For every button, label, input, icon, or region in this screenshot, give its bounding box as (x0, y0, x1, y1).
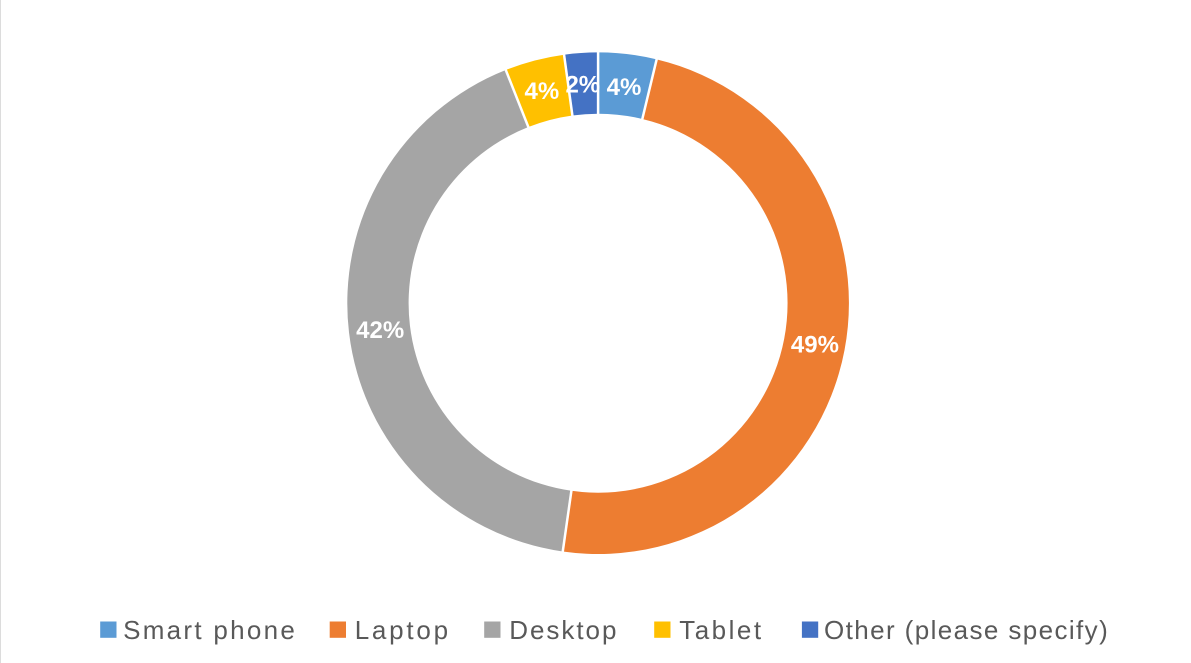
svg-text:Other (please specify): Other (please specify) (824, 615, 1109, 645)
svg-text:Laptop: Laptop (355, 615, 451, 645)
svg-text:2%: 2% (565, 71, 600, 98)
svg-text:42%: 42% (356, 317, 404, 344)
svg-text:Desktop: Desktop (509, 615, 618, 645)
svg-text:49%: 49% (791, 332, 839, 359)
svg-text:Smart phone: Smart phone (123, 615, 297, 645)
svg-text:4%: 4% (525, 78, 560, 105)
svg-text:Tablet: Tablet (679, 615, 763, 645)
svg-text:4%: 4% (607, 74, 642, 101)
